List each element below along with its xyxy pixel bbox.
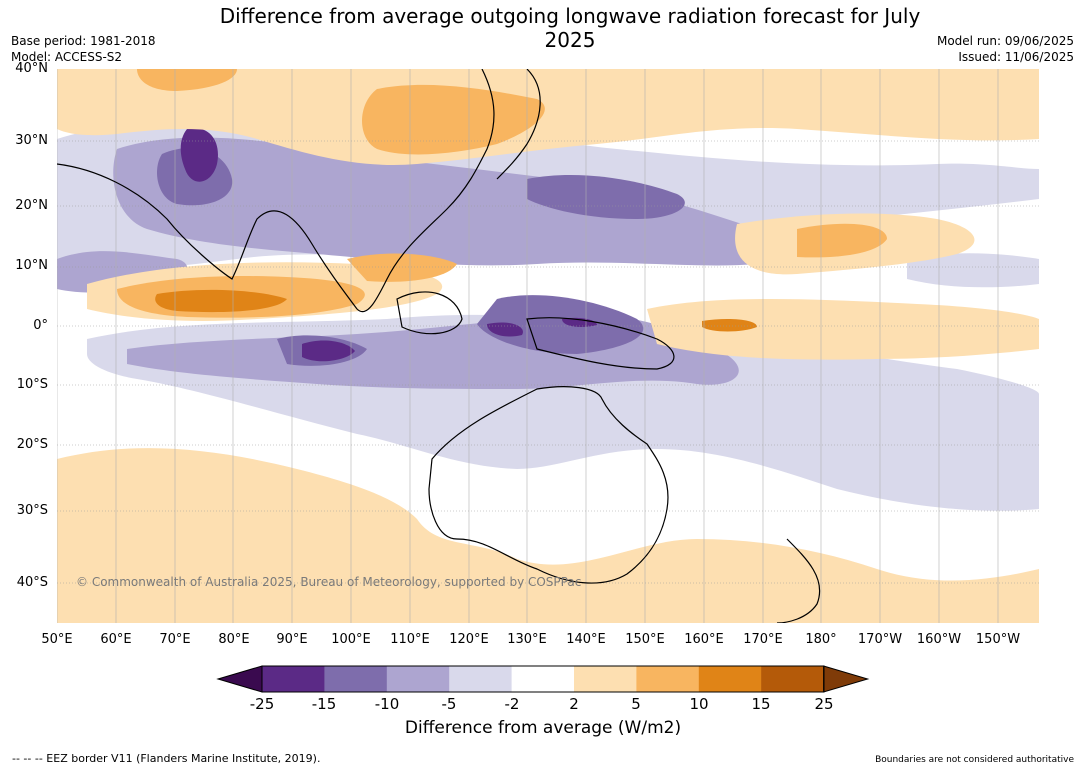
strong-positive-field	[155, 289, 757, 332]
colorbar-title: Difference from average (W/m2)	[404, 718, 682, 738]
asia-coastline	[57, 69, 495, 313]
colorbar-tick-label: -2	[504, 695, 520, 713]
lon-label: 120°E	[449, 632, 489, 647]
colorbar-tick-label: -25	[249, 695, 275, 713]
lon-label: 110°E	[390, 632, 430, 647]
colorbar-tick-label: 5	[631, 695, 641, 713]
colorbar-tick-label: 10	[689, 695, 709, 713]
lon-label: 170°E	[743, 632, 783, 647]
model-run: Model run: 09/06/2025	[936, 34, 1074, 48]
lon-label: 170°W	[857, 632, 903, 647]
lon-label: 150°W	[975, 632, 1021, 647]
lon-label: 80°E	[218, 632, 250, 647]
colorbar-tick-label: -5	[441, 695, 457, 713]
colorbar-tick-label: -10	[374, 695, 400, 713]
lon-label: 180°	[805, 632, 837, 647]
eez-note: -- -- -- EEZ border V11 (Flanders Marine…	[12, 752, 321, 765]
new-zealand-coastline	[776, 538, 821, 623]
lon-label: 140°E	[566, 632, 606, 647]
colorbar-swatch	[698, 666, 762, 692]
lon-label: 150°E	[625, 632, 665, 647]
lon-label: 130°E	[507, 632, 547, 647]
lon-label: 50°E	[41, 632, 73, 647]
lat-label: 10°N	[15, 258, 48, 273]
lon-label: 160°W	[916, 632, 962, 647]
meridians	[57, 69, 999, 623]
lat-label: 20°S	[16, 437, 48, 452]
map-canvas	[57, 69, 1039, 623]
new-guinea-coastline	[526, 317, 675, 370]
issued-date: Issued: 11/06/2025	[958, 50, 1074, 64]
colorbar-extend-high	[823, 665, 870, 693]
colorbar-tick-label: 15	[751, 695, 771, 713]
colorbar-swatch	[511, 666, 575, 692]
colorbar-swatch	[324, 666, 388, 692]
lat-label: 0°	[33, 318, 48, 333]
very-strong-negative-field	[180, 128, 597, 362]
copyright-notice: © Commonwealth of Australia 2025, Bureau…	[76, 575, 582, 589]
lon-label: 90°E	[276, 632, 308, 647]
australia-coastline	[428, 386, 669, 584]
lat-label: 10°S	[16, 377, 48, 392]
lon-label: 160°E	[684, 632, 724, 647]
colorbar-tick-label: -15	[311, 695, 337, 713]
lat-label: 40°S	[16, 575, 48, 590]
boundaries-disclaimer: Boundaries are not considered authoritat…	[875, 755, 1074, 765]
colorbar-swatch	[386, 666, 450, 692]
lon-label: 100°E	[331, 632, 371, 647]
japan-coastline	[496, 69, 541, 180]
lon-label: 60°E	[100, 632, 132, 647]
lon-label: 70°E	[159, 632, 191, 647]
metadata-right: Model run: 09/06/2025 Issued: 11/06/2025	[937, 33, 1074, 65]
lat-label: 40°N	[15, 61, 48, 76]
coastlines	[57, 69, 821, 623]
colorbar-swatch	[262, 666, 325, 692]
colorbar-swatch	[761, 666, 825, 692]
colorbar-swatch	[574, 666, 637, 692]
colorbar-tick-label: 25	[814, 695, 834, 713]
colorbar-tick-label: 2	[569, 695, 579, 713]
map-title: Difference from average outgoing longwav…	[219, 4, 921, 52]
strong-negative-field	[157, 148, 685, 366]
lat-label: 20°N	[15, 198, 48, 213]
model-name: Model: ACCESS-S2	[11, 50, 123, 64]
lat-label: 30°S	[16, 503, 48, 518]
anomaly-map	[57, 69, 1039, 623]
metadata-left: Base period: 1981-2018 Model: ACCESS-S2	[11, 33, 156, 65]
borneo-coastline	[396, 291, 463, 335]
colorbar-outline	[261, 665, 825, 693]
colorbar-extend-low	[216, 665, 263, 693]
colorbar-swatch	[449, 666, 513, 692]
colorbar-swatch	[636, 666, 700, 692]
base-period: Base period: 1981-2018	[11, 34, 156, 48]
lat-label: 30°N	[15, 133, 48, 148]
